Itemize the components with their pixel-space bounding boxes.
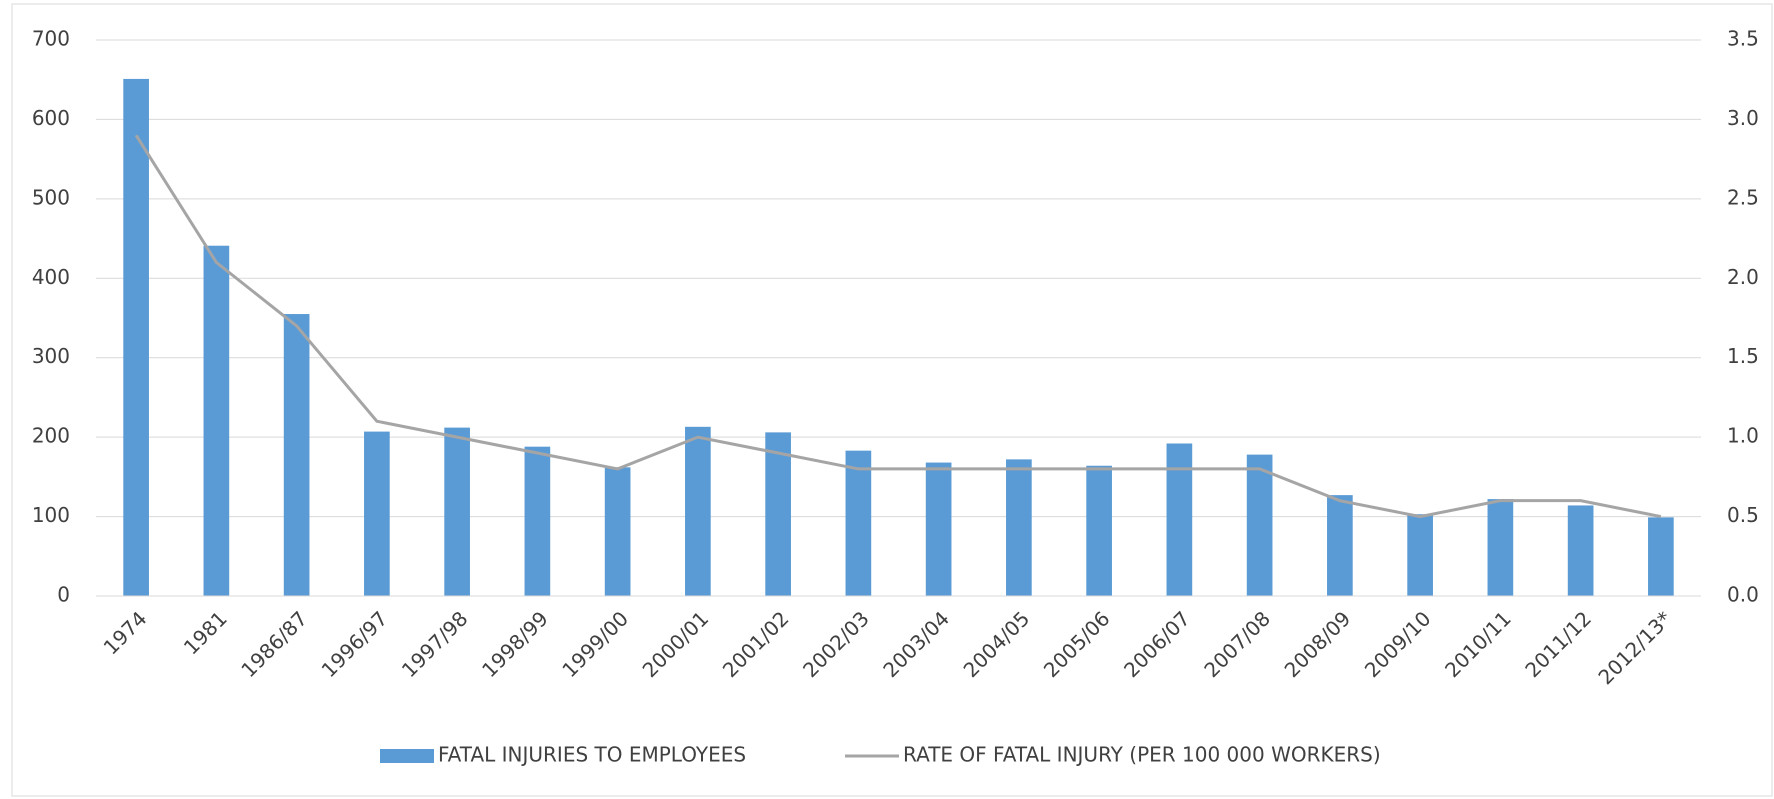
bar [203, 245, 230, 596]
bar [765, 432, 791, 596]
y2-tick-label: 2.5 [1727, 185, 1759, 209]
bar [685, 426, 711, 596]
y2-tick-label: 1.5 [1727, 344, 1759, 368]
y2-tick-label: 0.0 [1727, 583, 1759, 607]
bar [1648, 517, 1674, 596]
bar [845, 450, 872, 596]
bar [444, 427, 470, 596]
y2-tick-label: 3.0 [1727, 106, 1759, 130]
y-tick-label: 700 [32, 27, 70, 51]
y-tick-label: 400 [32, 265, 70, 289]
line [134, 134, 1662, 519]
y-tick-label: 500 [32, 185, 70, 209]
y-tick-label: 300 [32, 344, 70, 368]
bar [1166, 443, 1193, 596]
bar [364, 431, 390, 596]
bar [925, 462, 952, 596]
bar [1246, 454, 1273, 596]
bar [1327, 495, 1353, 596]
legend-label: RATE OF FATAL INJURY (PER 100 000 WORKER… [903, 743, 1381, 767]
bar [1086, 465, 1112, 596]
y2-tick-label: 3.5 [1727, 27, 1759, 51]
bar [1567, 505, 1594, 596]
bar [123, 78, 149, 597]
bar [604, 467, 631, 596]
bar [1407, 514, 1433, 596]
y2-tick-label: 0.5 [1727, 503, 1759, 527]
y-tick-label: 200 [32, 424, 70, 448]
bar [1006, 459, 1032, 596]
legend-swatch [380, 749, 434, 763]
y-tick-label: 600 [32, 106, 70, 130]
y-tick-label: 0 [57, 583, 70, 607]
legend-label: FATAL INJURIES TO EMPLOYEES [438, 743, 746, 767]
y-tick-label: 100 [32, 503, 70, 527]
y2-tick-label: 2.0 [1727, 265, 1759, 289]
bar [1487, 499, 1514, 596]
y2-tick-label: 1.0 [1727, 424, 1759, 448]
bar [283, 314, 310, 596]
bar [524, 446, 551, 596]
